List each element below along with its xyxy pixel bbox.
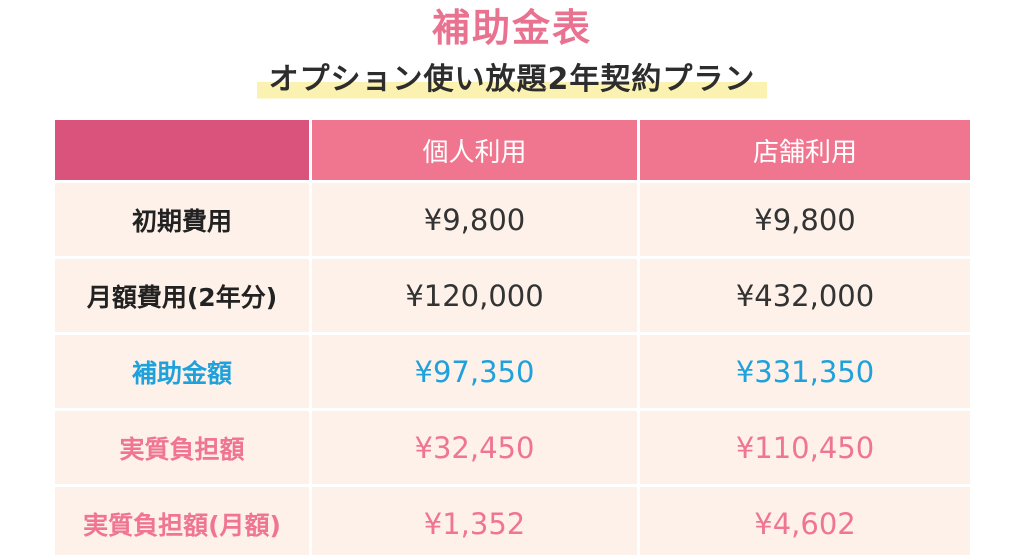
plan-subtitle: オプション使い放題2年契約プラン	[256, 58, 768, 102]
store-value: ¥9,800	[637, 180, 973, 259]
table-row-subsidy-amount: 補助金額 ¥97,350 ¥331,350	[52, 332, 973, 411]
table-row-initial-fee: 初期費用 ¥9,800 ¥9,800	[52, 180, 973, 259]
header-corner	[52, 117, 312, 183]
table-row-actual-burden: 実質負担額 ¥32,450 ¥110,450	[52, 408, 973, 487]
subtitle-wrap: オプション使い放題2年契約プラン	[0, 58, 1024, 102]
table-row-actual-burden-monthly: 実質負担額(月額) ¥1,352 ¥4,602	[52, 484, 973, 555]
row-label: 実質負担額(月額)	[52, 484, 312, 555]
page-title: 補助金表	[431, 6, 592, 50]
subsidy-table: 個人利用 店舗利用 初期費用 ¥9,800 ¥9,800 月額費用(2年分) ¥…	[52, 117, 973, 555]
store-value: ¥110,450	[637, 408, 973, 487]
table-row-monthly-fee: 月額費用(2年分) ¥120,000 ¥432,000	[52, 256, 973, 335]
personal-value: ¥97,350	[309, 332, 640, 411]
store-value: ¥432,000	[637, 256, 973, 335]
store-value: ¥331,350	[637, 332, 973, 411]
personal-value: ¥1,352	[309, 484, 640, 555]
header-personal: 個人利用	[309, 117, 640, 183]
row-label: 初期費用	[52, 180, 312, 259]
table-header-row: 個人利用 店舗利用	[52, 117, 973, 183]
row-label: 月額費用(2年分)	[52, 256, 312, 335]
row-label: 補助金額	[52, 332, 312, 411]
personal-value: ¥9,800	[309, 180, 640, 259]
personal-value: ¥120,000	[309, 256, 640, 335]
store-value: ¥4,602	[637, 484, 973, 555]
personal-value: ¥32,450	[309, 408, 640, 487]
row-label: 実質負担額	[52, 408, 312, 487]
header-store: 店舗利用	[637, 117, 973, 183]
